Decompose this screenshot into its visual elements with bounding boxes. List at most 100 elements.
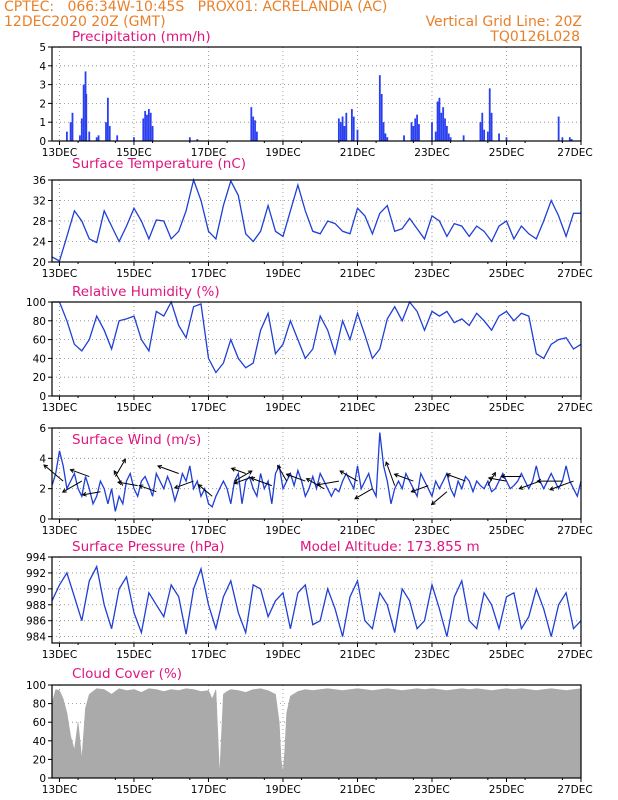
x-tick-label: 17DEC [191, 147, 226, 159]
panel-4: 0 2 4 6 13DEC 15DEC 17DEC 19DEC 21DEC 23DEC 25DEC 2… [39, 423, 592, 537]
wind-arrow [487, 471, 496, 486]
y-tick-label: 20 [33, 754, 46, 766]
wind-arrow [234, 470, 253, 482]
precip-bar [339, 122, 342, 141]
x-tick-label: 23DEC [414, 402, 449, 414]
x-tick-label: 27DEC [557, 268, 592, 280]
precip-bar [108, 125, 111, 141]
series-line [51, 177, 581, 262]
x-tick-label: 25DEC [489, 649, 524, 661]
x-tick-label: 19DEC [265, 402, 300, 414]
wind-arrow [316, 480, 339, 487]
precip-bar [133, 137, 135, 141]
y-tick-label: 0 [39, 773, 46, 785]
x-tick-label: 13DEC [42, 649, 77, 661]
x-tick-label: 13DEC [42, 784, 77, 796]
precip-bar [479, 122, 482, 141]
plot-area [52, 47, 581, 141]
y-tick-label: 992 [26, 568, 46, 580]
precip-bar [105, 122, 107, 141]
x-tick-label: 15DEC [116, 268, 151, 280]
panel-title: Cloud Cover (%) [72, 666, 182, 682]
x-tick-label: 21DEC [340, 147, 375, 159]
y-tick-label: 28 [33, 216, 46, 228]
y-tick-label: 986 [26, 616, 46, 628]
precip-bar [97, 135, 100, 141]
x-tick-label: 17DEC [191, 525, 226, 537]
x-tick-label: 23DEC [414, 784, 449, 796]
x-tick-label: 19DEC [265, 268, 300, 280]
precip-bar [449, 137, 452, 141]
y-tick-label: 80 [33, 699, 46, 711]
x-tick-label: 19DEC [265, 784, 300, 796]
precip-bar [85, 94, 88, 141]
x-tick-label: 25DEC [489, 147, 524, 159]
precip-bar [250, 107, 253, 141]
wind-arrow [393, 473, 414, 482]
x-tick-label: 15DEC [116, 649, 151, 661]
precip-bar [66, 131, 68, 141]
precip-bar [69, 122, 72, 141]
precip-bar [343, 125, 346, 141]
precip-bar [384, 133, 387, 141]
precip-bar [412, 125, 415, 141]
panel-6: 0 20 40 60 80 100 13DEC 15DEC 17DEC 19DEC 21DEC 23D… [26, 666, 593, 796]
y-tick-label: 36 [33, 175, 47, 187]
precip-bar [498, 133, 500, 141]
precip-bar [436, 101, 439, 141]
wind-arrow [277, 464, 288, 482]
panel-title: Surface Pressure (hPa) [72, 539, 225, 555]
precip-bar [79, 135, 81, 141]
precip-bar [481, 112, 484, 141]
precip-bar [483, 129, 486, 141]
y-tick-label: 984 [26, 632, 46, 644]
x-tick-label: 21DEC [340, 649, 375, 661]
precip-bar [88, 131, 91, 141]
precip-bar [505, 137, 508, 141]
run-date: 12DEC2020 20Z (GMT) [4, 14, 166, 30]
plot-area [52, 302, 581, 396]
station-header: CPTEC: 066:34W-10:45S PROX01: ACRELANDIA… [4, 0, 388, 15]
panel-title: Surface Temperature (nC) [72, 156, 246, 172]
precip-bar [570, 139, 573, 141]
precip-bar [488, 88, 491, 141]
precip-bar [144, 110, 147, 141]
wind-arrow [43, 464, 64, 482]
wind-arrow [81, 491, 101, 497]
y-tick-label: 5 [39, 42, 46, 54]
precip-bar [486, 131, 489, 141]
precip-bar [142, 118, 145, 141]
y-tick-label: 990 [26, 584, 46, 596]
y-tick-label: 6 [39, 423, 46, 435]
precip-bar [557, 116, 560, 141]
y-tick-label: 80 [33, 316, 46, 328]
model-altitude: Model Altitude: 173.855 m [300, 539, 480, 555]
x-tick-label: 13DEC [42, 268, 77, 280]
precip-bar [403, 135, 405, 141]
precip-bar [188, 137, 191, 141]
x-tick-label: 25DEC [489, 525, 524, 537]
x-tick-label: 25DEC [489, 784, 524, 796]
x-tick-label: 21DEC [340, 784, 375, 796]
y-tick-label: 0 [39, 391, 46, 403]
precip-bar [462, 135, 465, 141]
y-tick-label: 100 [26, 680, 46, 692]
y-tick-label: 32 [33, 196, 46, 208]
precip-bar [386, 137, 389, 141]
panel-1: 0 1 2 3 4 5 13DEC 15DEC 17DEC 19DEC 21DEC 23DEC 25DE… [39, 29, 592, 159]
wind-arrow [549, 480, 574, 491]
wind-arrow [197, 484, 213, 497]
x-tick-label: 17DEC [191, 268, 226, 280]
panel-3: 0 20 40 60 80 100 13DEC 15DEC 17DEC 19DEC 21DEC 23D… [26, 284, 593, 414]
x-tick-label: 27DEC [557, 784, 592, 796]
wind-arrow [116, 480, 138, 487]
precip-bar [356, 129, 359, 141]
precip-bar [255, 131, 258, 141]
x-tick-label: 25DEC [489, 402, 524, 414]
x-tick-label: 19DEC [265, 649, 300, 661]
plot-frame [51, 684, 582, 779]
precip-bar [490, 112, 493, 141]
y-tick-label: 988 [26, 600, 46, 612]
precip-bar [440, 112, 443, 141]
precip-bar [151, 125, 154, 141]
